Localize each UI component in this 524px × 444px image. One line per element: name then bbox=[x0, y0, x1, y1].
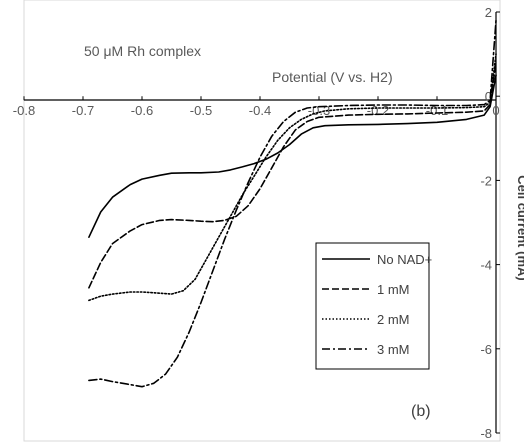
series-line-1 bbox=[88, 74, 497, 238]
legend-box bbox=[315, 242, 430, 370]
x-tick-label: -0.6 bbox=[131, 103, 153, 118]
series-line-4 bbox=[88, 19, 497, 388]
annotation-rh-complex: 50 μM Rh complex bbox=[84, 43, 201, 59]
x-tick-label: -0.7 bbox=[72, 103, 94, 118]
legend: No NAD+ 1 mM 2 mM 3 mM bbox=[315, 242, 432, 370]
x-tick-labels: -0.8 -0.7 -0.6 -0.5 -0.4 -0.3 -0.2 -0.1 0 bbox=[13, 96, 500, 118]
y-tick-label: -6 bbox=[480, 342, 492, 357]
y-tick-label: 2 bbox=[485, 5, 492, 20]
annotation-panel-label: (b) bbox=[411, 403, 431, 420]
x-tick-label: -0.8 bbox=[13, 103, 35, 118]
legend-label: 1 mM bbox=[377, 282, 410, 297]
x-tick-label: -0.1 bbox=[426, 103, 448, 118]
series-line-3 bbox=[88, 53, 497, 302]
y-tick-label: -2 bbox=[480, 173, 492, 188]
x-axis-title: Potential (V vs. H2) bbox=[272, 69, 393, 85]
series-layer bbox=[88, 19, 497, 388]
series-line-2 bbox=[88, 61, 497, 289]
legend-label: 2 mM bbox=[377, 312, 410, 327]
y-tick-label: -4 bbox=[480, 258, 492, 273]
x-tick-label: -0.5 bbox=[190, 103, 212, 118]
plot-frame bbox=[23, 0, 501, 442]
y-tick-label: -8 bbox=[480, 426, 492, 441]
x-tick-label: -0.4 bbox=[249, 103, 271, 118]
x-tick-label: 0 bbox=[492, 103, 499, 118]
y-axis-title: Cell current (mA) bbox=[515, 175, 524, 280]
legend-label: 3 mM bbox=[377, 342, 410, 357]
y-tick-label: 0 bbox=[485, 89, 492, 104]
legend-label: No NAD+ bbox=[377, 252, 432, 267]
y-tick-labels: 2 0 -2 -4 -6 -8 bbox=[480, 5, 500, 441]
